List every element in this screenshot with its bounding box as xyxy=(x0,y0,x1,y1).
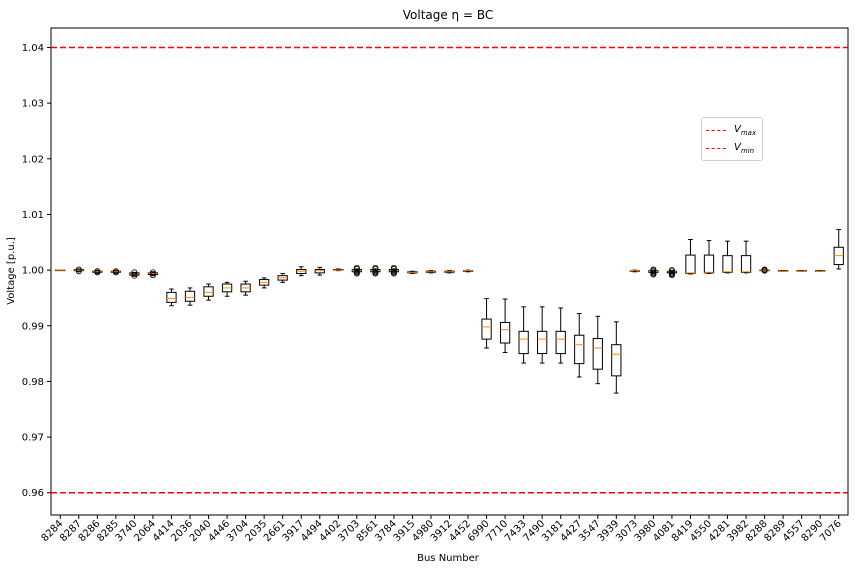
box-6990 xyxy=(481,318,492,340)
box-7710 xyxy=(499,321,511,344)
outlier-marker xyxy=(668,267,675,274)
chart-title: Voltage η = BC xyxy=(403,8,494,22)
box-4494 xyxy=(314,269,325,274)
y-tick-label: 0.99 xyxy=(22,321,44,332)
y-tick-label: 0.98 xyxy=(22,377,44,388)
box-7433 xyxy=(518,330,529,355)
x-axis-label: Bus Number xyxy=(417,553,480,564)
legend-item-vmin: Vmin xyxy=(706,140,754,156)
outlier-marker xyxy=(650,269,657,276)
y-tick-label: 1.03 xyxy=(22,99,44,110)
y-tick-label: 0.96 xyxy=(22,488,44,499)
outlier-marker xyxy=(353,264,360,271)
box-8419 xyxy=(685,254,696,274)
legend-line-vmin xyxy=(706,147,726,149)
outlier-marker xyxy=(353,268,360,275)
legend-label-vmin: Vmin xyxy=(734,141,755,155)
box-2036 xyxy=(184,290,196,302)
box-4281 xyxy=(722,255,733,273)
box-7490 xyxy=(537,330,548,355)
outlier-marker xyxy=(372,268,379,275)
x-tick-label: 7076 xyxy=(818,518,844,544)
outlier-marker xyxy=(372,264,379,271)
y-axis-label: Voltage [p.u.] xyxy=(6,237,17,305)
y-tick-label: 1.02 xyxy=(22,154,44,165)
box-4427 xyxy=(574,334,585,365)
legend: Vmax Vmin xyxy=(701,117,763,161)
y-tick-label: 1.04 xyxy=(22,43,44,54)
outlier-marker xyxy=(390,264,397,271)
legend-item-vmax: Vmax xyxy=(706,122,756,138)
outlier-marker xyxy=(149,269,156,276)
box-3982 xyxy=(740,255,752,273)
box-3547 xyxy=(592,338,603,370)
outlier-marker xyxy=(75,268,82,275)
box-2040 xyxy=(203,286,214,297)
box-3939 xyxy=(611,344,622,377)
plot-area: 0.960.970.980.991.001.011.021.031.048284… xyxy=(22,27,849,544)
outlier-marker xyxy=(75,266,82,273)
y-tick-label: 0.97 xyxy=(22,433,44,444)
box-3181 xyxy=(555,330,566,355)
outlier-marker xyxy=(650,266,657,273)
outlier-marker xyxy=(112,268,119,275)
outlier-marker xyxy=(668,269,675,276)
legend-line-vmax xyxy=(706,129,726,131)
y-tick-label: 1.00 xyxy=(22,266,44,277)
box-4550 xyxy=(703,254,715,274)
y-tick-label: 1.01 xyxy=(22,210,44,221)
outlier-marker xyxy=(390,268,397,275)
outlier-marker xyxy=(149,272,156,279)
box-4414 xyxy=(166,291,177,303)
outlier-marker xyxy=(94,268,101,275)
outlier-marker xyxy=(131,272,138,279)
outlier-marker xyxy=(761,266,768,273)
legend-label-vmax: Vmax xyxy=(734,123,757,137)
outlier-marker xyxy=(131,269,138,276)
